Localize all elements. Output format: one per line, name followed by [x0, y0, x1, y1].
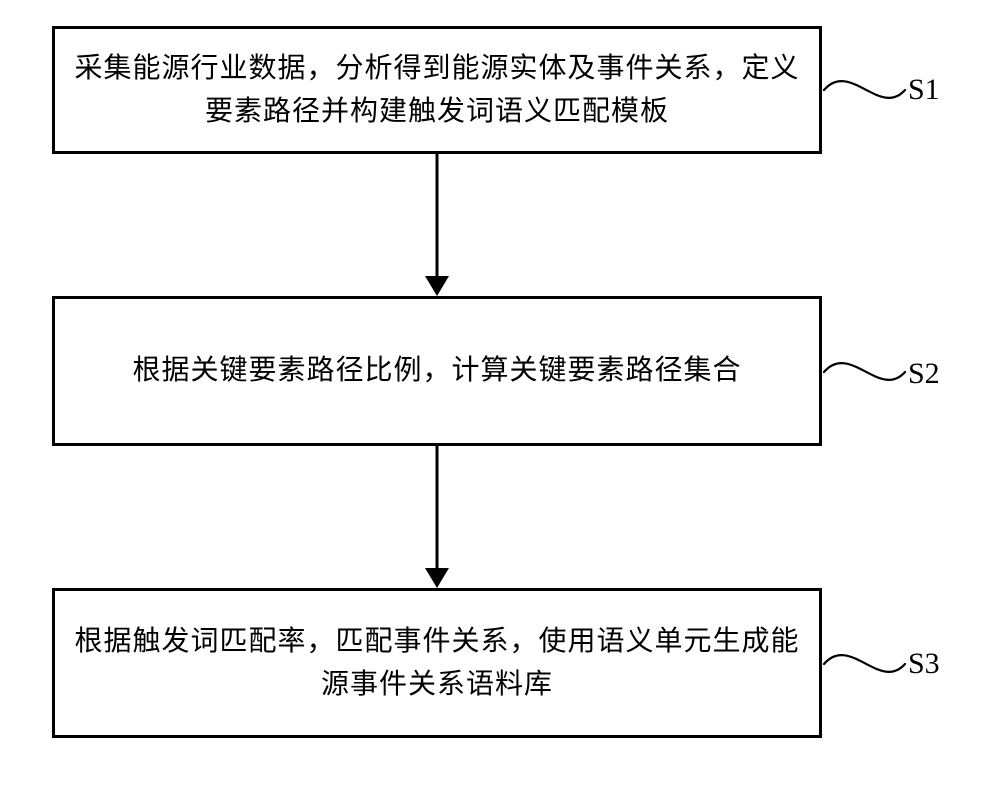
flowchart-node-s1: 采集能源行业数据，分析得到能源实体及事件关系，定义要素路径并构建触发词语义匹配模…: [52, 26, 822, 154]
flowchart-label-s1: S1: [908, 73, 940, 107]
flowchart-node-s3-text: 根据触发词匹配率，匹配事件关系，使用语义单元生成能源事件关系语料库: [73, 620, 801, 707]
flowchart-node-s3: 根据触发词匹配率，匹配事件关系，使用语义单元生成能源事件关系语料库: [52, 588, 822, 738]
flowchart-label-s2: S2: [908, 357, 940, 391]
flowchart-node-s1-text: 采集能源行业数据，分析得到能源实体及事件关系，定义要素路径并构建触发词语义匹配模…: [73, 47, 801, 134]
flowchart-label-s3: S3: [908, 647, 940, 681]
flowchart-node-s2-text: 根据关键要素路径比例，计算关键要素路径集合: [132, 349, 741, 392]
flowchart-node-s2: 根据关键要素路径比例，计算关键要素路径集合: [52, 296, 822, 446]
flowchart-canvas: 采集能源行业数据，分析得到能源实体及事件关系，定义要素路径并构建触发词语义匹配模…: [0, 0, 1000, 793]
